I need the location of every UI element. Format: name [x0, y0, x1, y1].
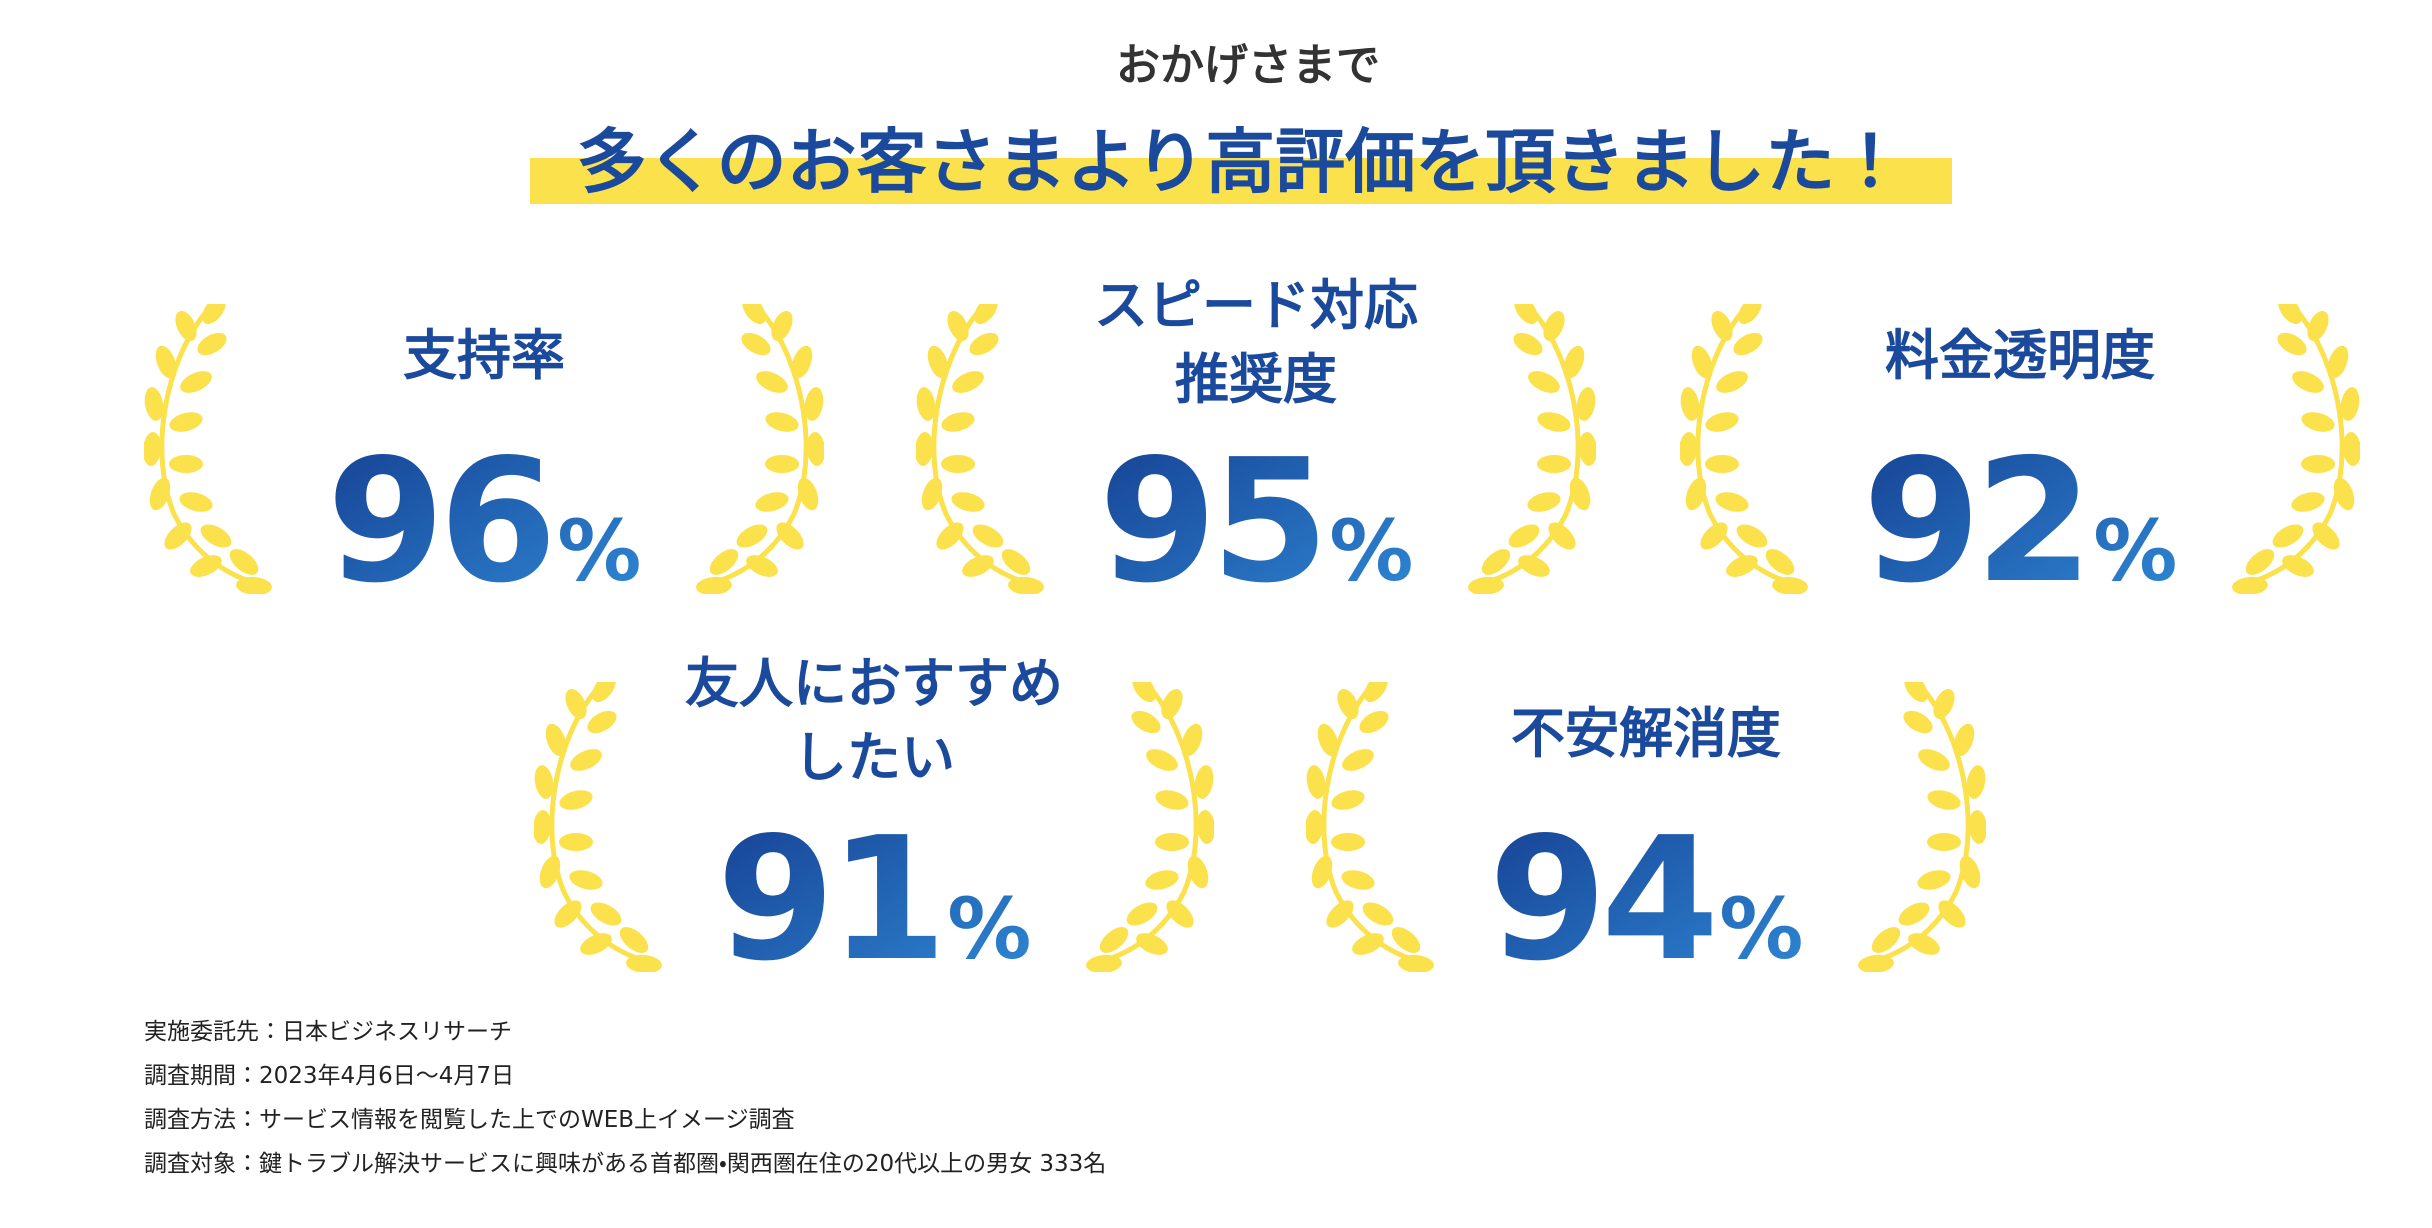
laurel-right	[1467, 292, 1598, 597]
award: 支持率 96%	[142, 292, 827, 621]
award-label: 支持率	[403, 324, 565, 387]
award-value: 96%	[327, 423, 642, 621]
laurel-right	[1085, 670, 1216, 975]
award-value: 95%	[1099, 423, 1414, 621]
title-highlight	[530, 158, 1952, 204]
award-number: 94	[1489, 801, 1714, 999]
note: 調査方法：サービス情報を閲覧した上でのWEB上イメージ調査	[144, 1107, 795, 1133]
award-label: 料金透明度	[1885, 324, 2155, 387]
laurel-right	[695, 292, 826, 597]
award: 不安解消度 94%	[1304, 670, 1989, 999]
laurel-left	[142, 292, 273, 597]
note: 調査対象：鍵トラブル解決サービスに興味がある首都圏・関西圏在住の20代以上の男女…	[144, 1151, 1107, 1177]
award-unit: %	[947, 880, 1031, 978]
award-unit: %	[1719, 880, 1803, 978]
award-label: 推奨度	[1175, 348, 1337, 411]
award-label: 不安解消度	[1511, 702, 1781, 765]
award-number: 92	[1863, 423, 2088, 621]
award-value: 91%	[717, 801, 1032, 999]
headline: 多くのお客さまより高評価を頂きました！	[577, 121, 1906, 203]
award-value: 94%	[1489, 801, 1804, 999]
award: 料金透明度 92%	[1678, 292, 2363, 621]
award-number: 91	[717, 801, 942, 999]
award-label: スピード対応	[1094, 274, 1418, 337]
award-unit: %	[1329, 502, 1413, 600]
award-label: 友人におすすめ	[685, 652, 1063, 715]
lead-text: おかげさまで	[1116, 40, 1380, 91]
laurel-left	[532, 670, 663, 975]
award-label: したい	[793, 726, 955, 789]
award-value: 92%	[1863, 423, 2178, 621]
award-number: 95	[1099, 423, 1324, 621]
award-unit: %	[2093, 502, 2177, 600]
laurel-right	[1857, 670, 1988, 975]
laurel-left	[1304, 670, 1435, 975]
laurel-right	[2231, 292, 2362, 597]
note: 調査期間：2023年4月6日〜4月7日	[144, 1063, 515, 1089]
note: 実施委託先：日本ビジネスリサーチ	[144, 1019, 512, 1045]
award-unit: %	[557, 502, 641, 600]
laurel-left	[914, 292, 1045, 597]
award-number: 96	[327, 423, 552, 621]
awards-graphic: おかげさまで 多くのお客さまより高評価を頂きました！ 支持率96%スピード対応推…	[0, 40, 2432, 999]
laurel-left	[1678, 292, 1809, 597]
